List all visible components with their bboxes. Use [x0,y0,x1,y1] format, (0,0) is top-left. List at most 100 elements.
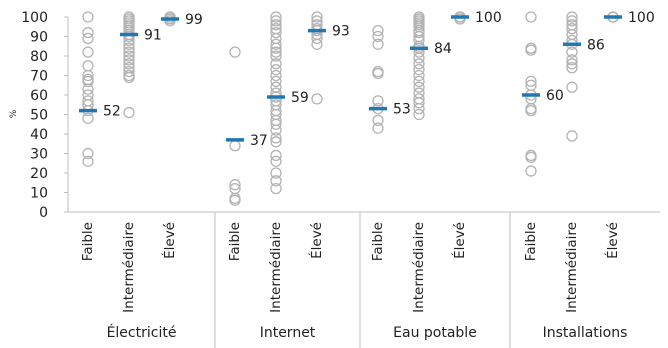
data-point [311,93,323,105]
data-point [454,13,466,25]
data-point [372,67,384,80]
data-point [270,58,282,70]
group-label: Électricité [107,324,177,341]
median-label: 53 [393,102,411,118]
data-point [566,62,578,74]
y-tick-label: 100 [21,10,48,26]
data-point [270,132,282,144]
data-point [229,46,241,58]
data-point [413,52,425,64]
data-point [229,179,241,191]
category-label: Élevé [604,222,621,259]
data-point [566,46,578,58]
data-point [82,60,94,72]
category-label: Faible [80,222,96,261]
category-label: Élevé [451,222,468,259]
group-label: Installations [543,325,628,341]
data-point [82,32,94,45]
data-point [270,19,282,31]
data-point [123,106,135,119]
data-point [311,11,323,23]
median-label: 100 [628,10,655,26]
data-point [413,87,425,99]
data-point [82,11,94,23]
y-axis-label: % [9,109,19,118]
data-point [270,175,282,187]
data-point [566,28,578,41]
data-point [372,114,384,126]
median-label: 86 [587,37,605,53]
data-point [525,75,537,87]
data-point [82,46,94,58]
category-label: Intermédiaire [121,222,137,313]
data-point [413,64,425,76]
data-point [413,26,425,39]
data-point [82,89,94,101]
group-1: 52 91 99 [79,11,203,167]
group-label: Eau potable [393,325,477,341]
data-point [566,11,578,23]
data-point [123,42,135,54]
data-point [82,155,94,167]
y-tick-label: 0 [39,205,48,221]
data-point [270,155,282,167]
data-point [270,46,282,58]
data-point [525,11,537,23]
category-label: Faible [370,222,386,261]
data-point [566,54,578,66]
data-point [270,50,282,62]
data-point [270,42,282,54]
median-label: 100 [475,10,502,26]
group-label: Internet [260,325,316,341]
data-point [123,30,135,43]
data-point [229,194,241,206]
data-point [413,58,425,70]
median-label: 99 [185,12,203,28]
data-point [413,103,425,115]
data-point [229,140,241,152]
median-label: 59 [291,90,309,106]
data-point [413,108,425,121]
data-point [413,34,425,47]
median-label: 60 [546,88,564,104]
category-label: Intermédiaire [564,222,580,313]
data-point [525,44,537,56]
data-point [82,83,94,95]
y-tick-label: 20 [30,166,48,182]
y-tick-label: 60 [30,88,48,104]
data-point [413,97,425,109]
data-point [123,38,135,50]
data-point [164,15,176,27]
data-point [566,81,578,93]
data-point [270,124,282,136]
data-point [270,118,282,130]
data-point [525,151,537,164]
data-point [372,95,384,107]
data-point [82,69,94,82]
data-point [270,26,282,39]
data-point [372,122,384,134]
data-point [566,58,578,70]
data-point [372,24,384,37]
data-point [270,149,282,162]
x-axis: Faible Intermédiaire Élevé Électricité Faibl… [68,211,660,348]
y-tick-label: 30 [30,147,48,163]
y-tick-label: 80 [30,49,48,65]
group-4: 60 86 100 [522,10,655,177]
data-point [270,136,282,148]
median-label: 37 [250,133,268,149]
data-point [372,38,384,50]
data-point [123,46,135,58]
category-label: Élevé [161,222,178,259]
data-point [311,32,323,45]
data-point [82,26,94,39]
median-label: 91 [144,28,162,44]
data-point [270,81,282,93]
data-point [413,69,425,82]
data-point [123,71,135,84]
data-point [270,167,282,179]
data-point [270,69,282,82]
data-point [413,81,425,93]
data-point [123,58,135,70]
